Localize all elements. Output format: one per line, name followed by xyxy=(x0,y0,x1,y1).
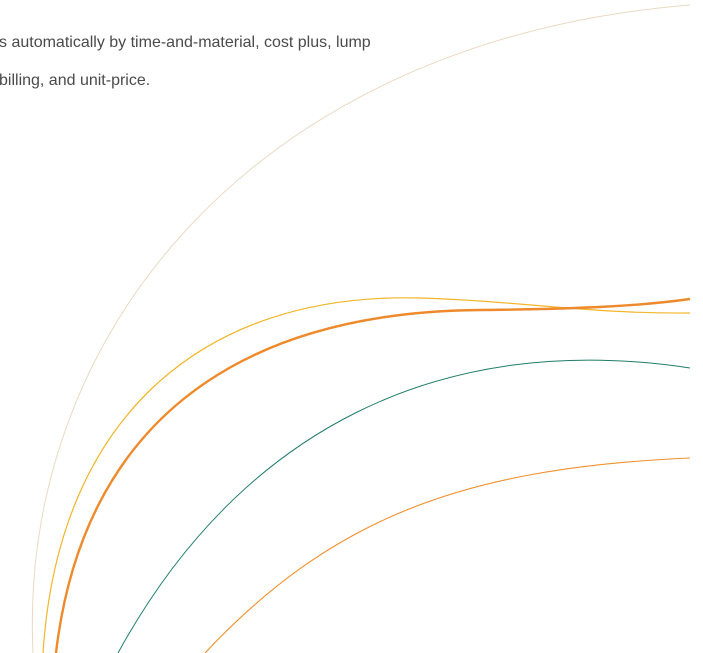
beige-arc xyxy=(31,4,691,653)
text-line: s automatically by time-and-material, co… xyxy=(0,34,371,51)
yellow-curve xyxy=(42,297,691,653)
text-line: billing, and unit-price. xyxy=(0,72,151,89)
teal-curve xyxy=(117,359,691,653)
orange-thin-curve xyxy=(204,457,691,653)
orange-curve xyxy=(54,297,691,653)
description: s automatically by time-and-material, co… xyxy=(0,24,371,100)
